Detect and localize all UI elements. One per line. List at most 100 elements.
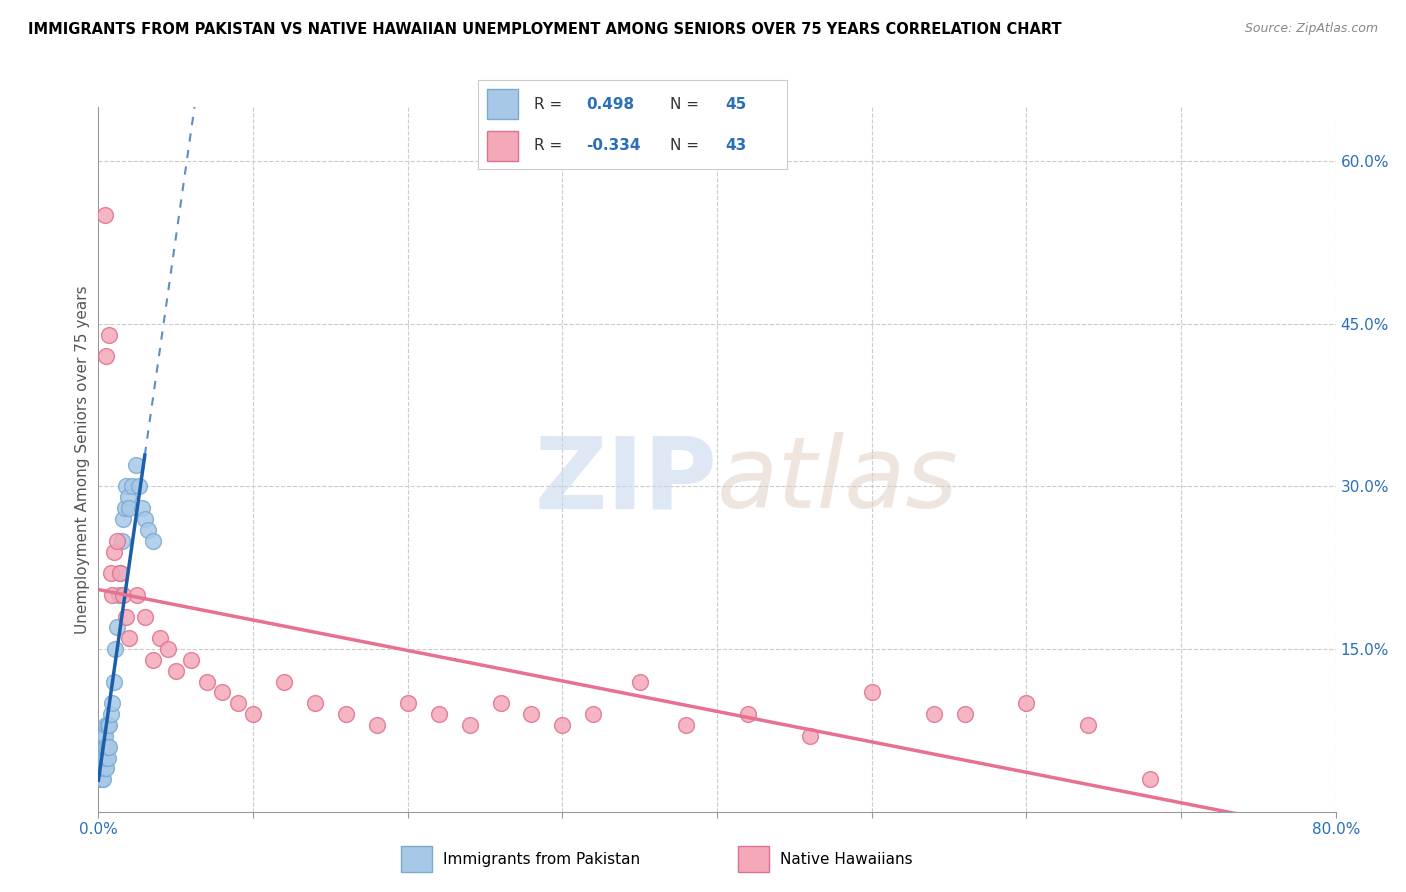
Point xyxy=(157,642,180,657)
Point xyxy=(396,696,419,710)
Point xyxy=(117,491,139,505)
Point xyxy=(93,209,115,223)
Point xyxy=(100,566,122,581)
Point xyxy=(90,772,112,787)
Point xyxy=(90,761,112,775)
Text: Native Hawaiians: Native Hawaiians xyxy=(780,853,912,867)
Point xyxy=(98,718,121,732)
Point xyxy=(112,588,135,602)
Point xyxy=(90,750,112,764)
Point xyxy=(273,674,295,689)
Point xyxy=(136,523,159,537)
Text: R =: R = xyxy=(534,97,567,112)
Point xyxy=(118,501,141,516)
Point xyxy=(93,729,115,743)
Point xyxy=(89,772,111,787)
Point xyxy=(96,739,118,754)
Point xyxy=(953,707,976,722)
Point xyxy=(98,739,121,754)
Point xyxy=(97,718,120,732)
Point xyxy=(1139,772,1161,787)
Point xyxy=(335,707,357,722)
Point xyxy=(127,588,149,602)
Point xyxy=(551,718,574,732)
Point xyxy=(799,729,821,743)
Point xyxy=(366,718,388,732)
Point xyxy=(180,653,202,667)
FancyBboxPatch shape xyxy=(488,131,519,161)
Point xyxy=(489,696,512,710)
Point xyxy=(103,544,125,558)
Point xyxy=(91,772,114,787)
Point xyxy=(115,479,138,493)
Text: ZIP: ZIP xyxy=(534,432,717,529)
Point xyxy=(134,512,156,526)
Text: IMMIGRANTS FROM PAKISTAN VS NATIVE HAWAIIAN UNEMPLOYMENT AMONG SENIORS OVER 75 Y: IMMIGRANTS FROM PAKISTAN VS NATIVE HAWAI… xyxy=(28,22,1062,37)
Point xyxy=(304,696,326,710)
Point xyxy=(105,620,128,634)
Point xyxy=(93,750,115,764)
Point xyxy=(675,718,697,732)
Text: N =: N = xyxy=(669,97,703,112)
Point xyxy=(1077,718,1099,732)
Text: 43: 43 xyxy=(725,138,747,153)
Point xyxy=(195,674,218,689)
Point xyxy=(427,707,450,722)
Point xyxy=(104,642,127,657)
Point xyxy=(582,707,605,722)
FancyBboxPatch shape xyxy=(488,89,519,119)
Point xyxy=(96,718,118,732)
Point xyxy=(96,761,118,775)
Point xyxy=(97,750,120,764)
Point xyxy=(165,664,187,678)
Point xyxy=(96,350,118,364)
Text: 45: 45 xyxy=(725,97,747,112)
Point xyxy=(134,609,156,624)
Point xyxy=(242,707,264,722)
Point xyxy=(108,566,131,581)
Point xyxy=(520,707,543,722)
Point xyxy=(111,533,134,548)
Text: R =: R = xyxy=(534,138,567,153)
Point xyxy=(121,479,143,493)
Point xyxy=(114,501,136,516)
Text: 0.498: 0.498 xyxy=(586,97,634,112)
Point xyxy=(124,458,146,472)
Text: Immigrants from Pakistan: Immigrants from Pakistan xyxy=(443,853,640,867)
Point xyxy=(860,685,883,699)
Point xyxy=(96,750,118,764)
Text: -0.334: -0.334 xyxy=(586,138,641,153)
Point xyxy=(112,512,135,526)
Point xyxy=(89,761,111,775)
Point xyxy=(93,761,115,775)
Point xyxy=(211,685,233,699)
Point xyxy=(91,761,114,775)
Point xyxy=(105,533,128,548)
Point xyxy=(128,479,150,493)
Point xyxy=(100,707,122,722)
Point xyxy=(89,750,111,764)
Point xyxy=(101,588,124,602)
Text: N =: N = xyxy=(669,138,703,153)
Point xyxy=(628,674,651,689)
Point xyxy=(922,707,945,722)
Text: Source: ZipAtlas.com: Source: ZipAtlas.com xyxy=(1244,22,1378,36)
Point xyxy=(131,501,153,516)
Point xyxy=(93,739,115,754)
Point xyxy=(142,653,165,667)
Point xyxy=(107,588,129,602)
Point xyxy=(149,632,172,646)
Point xyxy=(91,750,114,764)
Point xyxy=(91,739,114,754)
Point xyxy=(458,718,481,732)
Point xyxy=(101,696,124,710)
Point xyxy=(118,632,141,646)
Point xyxy=(115,609,138,624)
Point xyxy=(142,533,165,548)
Point xyxy=(97,739,120,754)
Point xyxy=(1015,696,1038,710)
Point xyxy=(737,707,759,722)
Point xyxy=(98,327,121,342)
Point xyxy=(91,729,114,743)
Text: atlas: atlas xyxy=(717,432,959,529)
